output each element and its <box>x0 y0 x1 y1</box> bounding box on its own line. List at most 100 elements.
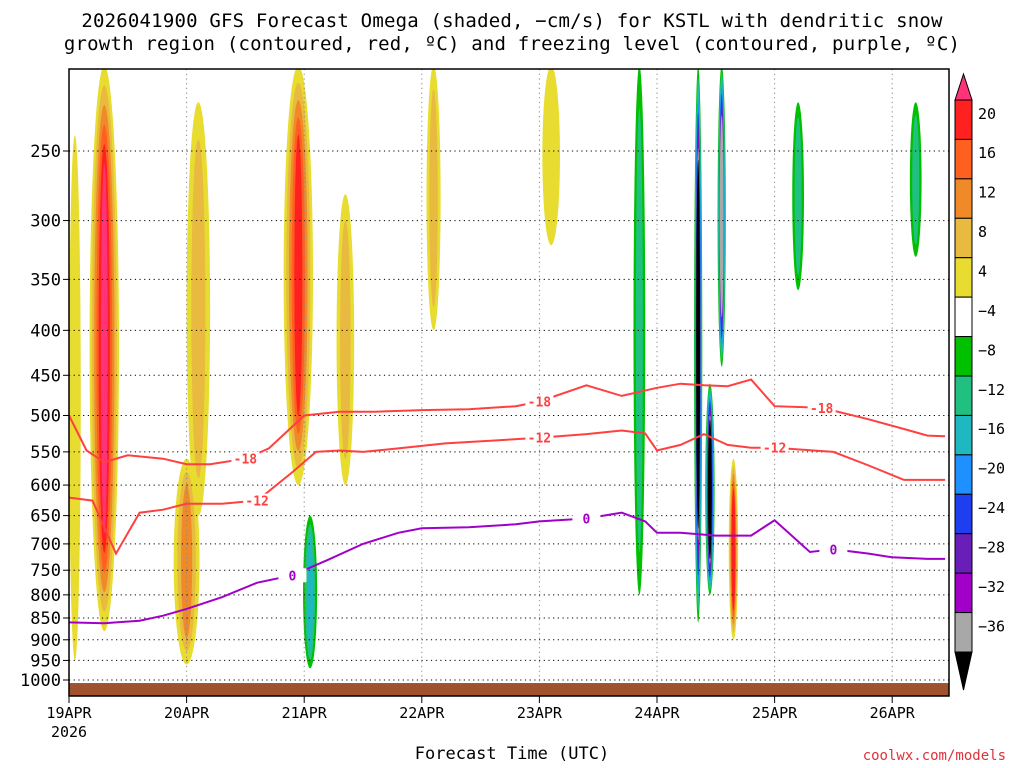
contour-label-bg <box>807 400 836 415</box>
colorbar-label: 4 <box>978 263 987 281</box>
omega-feature <box>909 102 922 257</box>
contour-label: -18 <box>234 453 258 468</box>
colorbar-swatch <box>954 533 973 574</box>
y-tick-label: 800 <box>30 586 61 606</box>
colorbar-label: −16 <box>978 420 1005 438</box>
contour-label: -12 <box>763 442 786 457</box>
x-tick-label: 26APR <box>870 704 916 722</box>
omega-contour <box>707 419 712 560</box>
omega-contour <box>635 108 643 553</box>
contour-label: -18 <box>528 396 552 411</box>
omega-feature <box>303 515 318 669</box>
omega-feature <box>792 102 804 291</box>
colorbar-swatch <box>954 257 973 298</box>
y-tick-label: 650 <box>30 507 61 527</box>
x-tick-label: 24APR <box>634 704 680 722</box>
colorbar-label: −8 <box>978 341 996 359</box>
gridlines <box>68 69 949 696</box>
y-tick-label: 700 <box>30 535 61 555</box>
colorbar-swatch <box>954 336 973 377</box>
colorbar-label: 16 <box>978 144 996 162</box>
plot-frame <box>68 68 950 697</box>
colorbar-swatch <box>954 375 973 416</box>
omega-contour <box>912 114 920 245</box>
colorbar-label: −28 <box>978 539 1005 557</box>
colorbar-swatch <box>954 454 973 495</box>
contour-label: -12 <box>245 495 268 510</box>
contour-label: 0 <box>583 513 591 528</box>
omega-feature <box>69 135 81 661</box>
contours: -18 -18 -18 -12 -12 -12 0 0 0 <box>69 378 946 625</box>
colorbar-label: −20 <box>978 460 1005 478</box>
omega-contour <box>100 163 108 534</box>
colorbar-swatch <box>954 414 973 456</box>
omega-contour <box>340 220 351 459</box>
omega-feature <box>694 69 703 623</box>
colorbar-swatch <box>954 217 973 259</box>
omega-contour <box>794 117 802 276</box>
contour-label-bg <box>231 451 260 466</box>
colorbar-swatch <box>954 178 973 219</box>
x-tick-label: 21APR <box>282 704 328 722</box>
omega-feature <box>728 458 739 640</box>
omega-feature <box>717 69 726 367</box>
omega-feature <box>542 69 560 246</box>
y-tick-label: 450 <box>30 366 61 386</box>
colorbar-label: −36 <box>978 617 1005 635</box>
ground-bar <box>69 683 949 696</box>
colorbar-label: 8 <box>978 223 987 241</box>
y-tick-label: 600 <box>30 476 61 496</box>
omega-contour <box>191 139 206 479</box>
contour-label: -12 <box>528 432 551 447</box>
colorbar-label: −32 <box>978 578 1005 596</box>
colorbar-swatch <box>954 99 973 140</box>
omega-contour <box>719 115 724 318</box>
colorbar-swatch <box>954 612 973 653</box>
y-tick-label: 250 <box>30 142 61 162</box>
contour-label-bg <box>243 493 272 508</box>
colorbar-label: −12 <box>978 381 1005 399</box>
colorbar-label: 12 <box>978 184 996 202</box>
omega-contour <box>696 159 701 529</box>
site-credit[interactable]: coolwx.com/models <box>862 748 1006 764</box>
ground-surface <box>69 683 949 696</box>
y-tick-label: 900 <box>30 631 61 651</box>
omega-contour <box>429 89 438 307</box>
colorbar-swatch <box>954 572 973 614</box>
x-tick-label: 22APR <box>399 704 445 722</box>
chart-title-line-1: 2026041900 GFS Forecast Omega (shaded, −… <box>81 10 943 32</box>
colorbar-label: 20 <box>978 105 996 123</box>
omega-feature <box>89 69 119 632</box>
colorbar-swatch <box>954 493 973 535</box>
omega-feature <box>426 69 441 331</box>
omega-contour <box>542 69 560 246</box>
contour-label: 0 <box>289 569 297 584</box>
contour-label: 0 <box>829 543 837 558</box>
x-tick-label: 19APR <box>46 704 92 722</box>
y-tick-label: 1000 <box>20 671 61 691</box>
y-tick-label: 300 <box>30 212 61 232</box>
y-tick-label: 500 <box>30 406 61 426</box>
x-year-label: 2026 <box>51 723 87 741</box>
colorbar-top-arrow <box>954 72 973 101</box>
contour-label-bg <box>819 542 848 557</box>
colorbar-label: −4 <box>978 302 996 320</box>
contour-line-m12 <box>69 429 946 556</box>
contour-label-bg <box>760 440 789 455</box>
contour-label-bg <box>525 394 554 409</box>
omega-feature <box>283 69 314 486</box>
y-tick-label: 750 <box>30 561 61 581</box>
omega-contour <box>307 533 314 651</box>
colorbar-swatch <box>954 138 973 180</box>
contour-line-0 <box>69 511 946 625</box>
x-tick-label: 25APR <box>752 704 798 722</box>
x-tick-label: 20APR <box>164 704 210 722</box>
x-axis-label: Forecast Time (UTC) <box>414 744 610 764</box>
omega-contour <box>69 135 81 661</box>
omega-contour <box>294 134 303 417</box>
colorbar-label: −24 <box>978 499 1005 517</box>
omega-contour <box>731 488 736 611</box>
contour-label-bg <box>278 568 307 583</box>
axes: 2503003504004505005506006507007508008509… <box>20 68 950 741</box>
